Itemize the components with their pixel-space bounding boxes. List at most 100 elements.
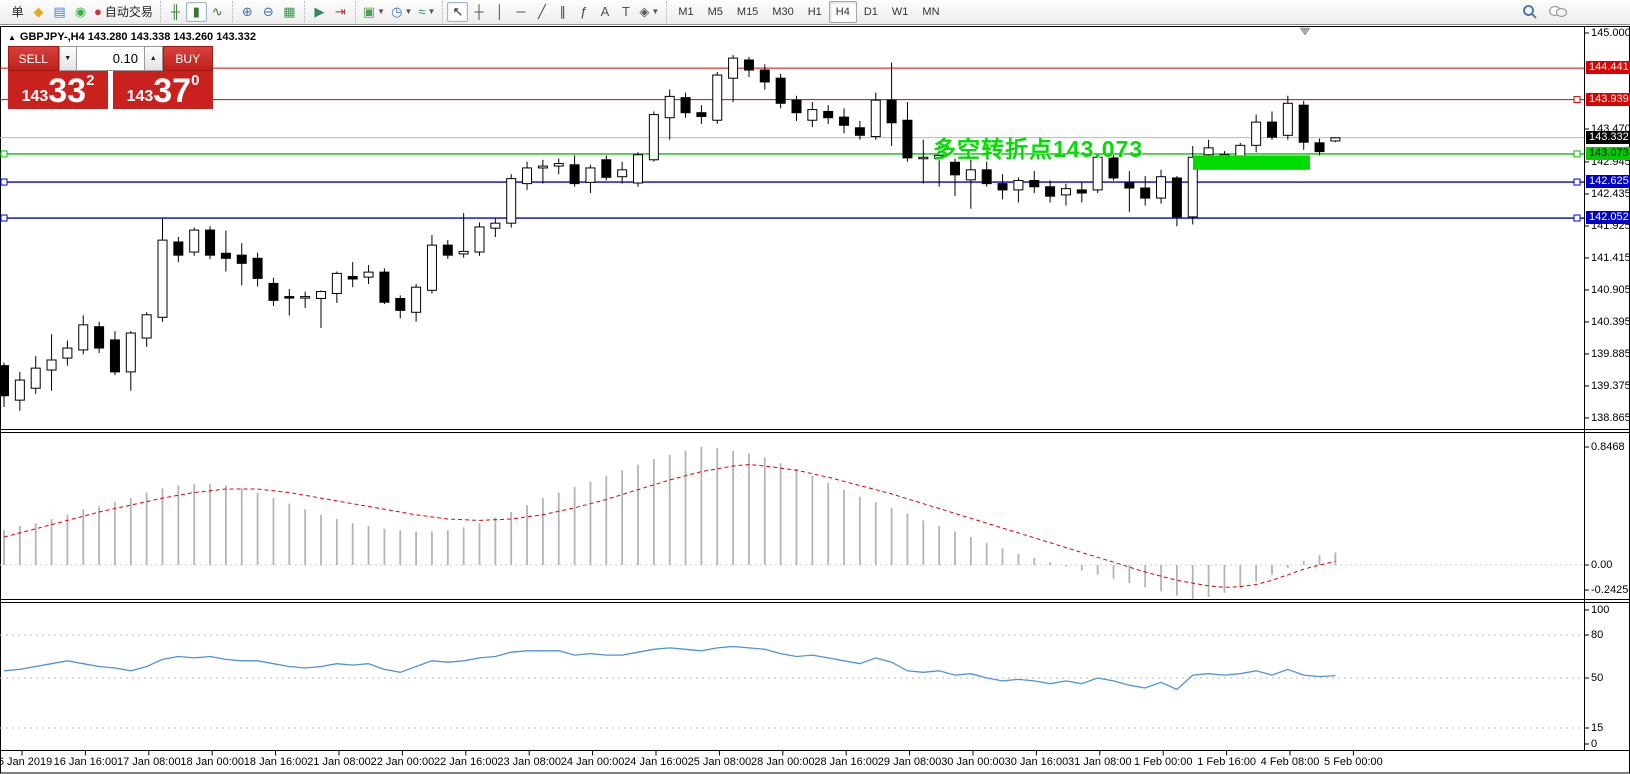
timeframe-m5[interactable]: M5 [707,6,723,18]
shapes-icon-dropdown-arrow[interactable]: ▼ [651,7,660,16]
main-toolbar: 单 ◆ ▤ ◉ ● 自动交易 ╫ ▮ ∿ ⊕ ⊖ ▦ ▶ ⇥ ▣ ▼ ◷ ▼ ≈ ▼ ↖ ┼ │ ─ ╱ ∥ ƒ A T ◈ ▼ M1 M5 M1… [0,0,1630,25]
tile-windows-icon[interactable]: ▦ [279,2,300,22]
timeframe-d1[interactable]: D1 [863,6,878,18]
cursor-icon[interactable]: ↖ [447,2,469,22]
volume-decrease-button[interactable]: ▼ [58,46,77,71]
chart-shift-icon[interactable]: ⇥ [330,2,351,22]
bars-chart-icon[interactable]: ╫ [165,2,186,22]
panel-collapse-icon[interactable]: ▲ [8,33,16,42]
timeframe-w1[interactable]: W1 [891,6,909,18]
chat-icon[interactable] [1548,4,1568,20]
new-template-icon-dropdown-arrow[interactable]: ▼ [377,7,386,16]
trade-panel-prices: 143 33 2 143 37 0 [8,71,213,109]
label-icon-glyph: T [621,4,630,19]
zoom-out-icon[interactable]: ⊖ [258,2,279,22]
buy-price-prefix: 143 [126,88,154,105]
timeframe-h4[interactable]: H4 [828,1,857,23]
horizontal-line-icon[interactable]: ─ [510,2,531,22]
candle-body [696,112,707,117]
toolbar-group-trade: 单 ◆ ▤ ◉ ● 自动交易 [3,1,160,23]
new-order-button[interactable]: 单 [11,5,24,19]
zoom-in-icon[interactable]: ⊕ [237,2,258,22]
chart-shift-icon-glyph: ⇥ [334,4,346,19]
trendline-icon[interactable]: ╱ [531,2,552,22]
candle-body [284,296,295,299]
candle-body [585,167,596,183]
sell-button[interactable]: SELL [8,46,59,71]
macd-histogram-bar [716,447,719,565]
volume-input[interactable] [77,46,144,71]
macd-histogram-bar [763,457,766,565]
macd-histogram-bar [320,514,322,565]
label-icon[interactable]: T [615,2,636,22]
candle-body [1314,142,1325,153]
period-icon[interactable]: ◷ ▼ [388,2,415,22]
macd-histogram-bar [985,542,988,565]
candle-body [1171,177,1182,218]
indicators-window-icon[interactable]: ≈ ▼ [415,2,438,22]
text-icon[interactable]: A [594,2,615,22]
timeframe-mn[interactable]: MN [922,6,940,18]
macd-histogram-bar [557,492,560,565]
level-marker-right-143.073 [1573,150,1581,158]
candle-body [220,252,231,259]
sell-price-button[interactable]: 143 33 2 [8,71,108,109]
buy-price-button[interactable]: 143 37 0 [113,71,213,109]
macd-histogram-bar [462,527,465,565]
toolbar-group-chart-type: ╫ ▮ ∿ [159,1,232,23]
macd-histogram-bar [494,517,497,565]
macd-histogram-bar [573,486,576,565]
auto-scroll-icon[interactable]: ▶ [309,2,330,22]
profiles-icon[interactable]: ▤ [49,2,70,22]
candle-body [379,271,390,303]
candle-body [807,109,818,121]
timeframe-m30[interactable]: M30 [772,6,794,18]
macd-histogram-bar [82,509,85,565]
new-template-icon[interactable]: ▣ ▼ [360,2,388,22]
buy-button[interactable]: BUY [162,46,213,71]
timeframe-m15[interactable]: M15 [736,6,759,18]
candle-body [1060,188,1071,196]
candle-body [728,57,739,79]
timeframe-m1[interactable]: M1 [678,6,694,18]
macd-histogram-bar [161,488,164,565]
macd-histogram-bar [700,446,703,565]
candle-body [363,271,374,278]
order-icon[interactable]: ◆ [28,2,49,22]
shapes-icon[interactable]: ◈ ▼ [636,2,662,22]
macd-histogram-bar [1065,565,1067,567]
candle-body [839,116,850,126]
macd-histogram-bar [1033,558,1036,565]
candle-body [664,95,675,119]
macd-histogram-bar [510,512,513,565]
candle-body [300,296,311,299]
macd-histogram-bar [969,537,972,565]
symbol-search-icon[interactable] [1522,4,1538,20]
macd-histogram-bar [50,518,53,565]
candle-body [125,332,136,373]
timeframe-h1[interactable]: H1 [807,6,822,18]
candle-body [1092,156,1103,191]
alerts-icon[interactable]: ◉ [70,2,91,22]
line-chart-icon[interactable]: ∿ [207,2,228,22]
candle-body [648,114,659,161]
toolbar-group-timeframes: M1 M5 M15 M30 H1 H4 D1 W1 MN [666,1,950,23]
crosshair-icon[interactable]: ┼ [468,2,489,22]
autotrade-button[interactable]: ● 自动交易 [91,2,156,22]
macd-histogram-bar [1017,553,1020,565]
macd-histogram-bar [367,525,370,565]
indicators-window-icon-dropdown-arrow[interactable]: ▼ [427,7,436,16]
channel-icon[interactable]: ∥ [552,2,573,22]
macd-histogram-bar [1286,565,1289,568]
vertical-line-icon[interactable]: │ [489,2,510,22]
candle-body [1298,104,1309,143]
candle-body [1156,176,1167,199]
volume-increase-button[interactable]: ▲ [144,46,163,71]
fibonacci-icon[interactable]: ƒ [573,2,594,22]
candle-body [553,163,564,167]
period-icon-dropdown-arrow[interactable]: ▼ [404,7,413,16]
candle-body [1013,179,1024,191]
candles-chart-icon[interactable]: ▮ [185,2,207,22]
